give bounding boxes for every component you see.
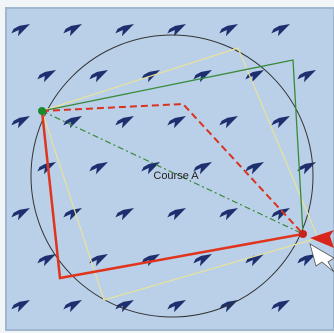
wind-arrow xyxy=(63,300,82,313)
course-label: Course A xyxy=(153,170,199,182)
red-dashed-course xyxy=(41,102,304,235)
wind-arrow xyxy=(245,254,264,267)
wind-arrow xyxy=(115,208,134,221)
wind-arrow xyxy=(63,116,82,129)
wind-arrow xyxy=(193,254,212,267)
wind-arrow xyxy=(271,208,290,221)
wind-arrow xyxy=(245,70,264,83)
wind-arrow xyxy=(115,24,134,37)
wind-arrow xyxy=(271,300,290,313)
wind-arrow xyxy=(37,254,56,267)
red-arrow xyxy=(310,230,334,248)
wind-arrow xyxy=(193,162,212,175)
wind-arrow xyxy=(89,254,108,267)
wind-arrow xyxy=(193,70,212,83)
wind-arrow xyxy=(63,24,82,37)
green-course xyxy=(41,59,304,235)
finish-mark xyxy=(299,230,307,238)
wind-arrow xyxy=(297,70,316,83)
wind-arrow xyxy=(63,208,82,221)
wind-arrow xyxy=(167,300,186,313)
wind-arrow xyxy=(11,300,30,313)
white-arrow xyxy=(309,243,334,273)
wind-arrow xyxy=(219,24,238,37)
wind-arrow xyxy=(115,300,134,313)
wind-arrow xyxy=(37,70,56,83)
wind-arrow xyxy=(219,208,238,221)
wind-arrow xyxy=(271,24,290,37)
wind-arrow xyxy=(11,24,30,37)
green-dashed-leg xyxy=(41,110,304,235)
wind-arrow xyxy=(297,162,316,175)
wind-arrow xyxy=(37,162,56,175)
wind-arrow xyxy=(167,116,186,129)
wind-arrow xyxy=(271,116,290,129)
wind-arrow xyxy=(167,208,186,221)
wind-arrow xyxy=(141,162,160,175)
wind-arrow xyxy=(11,116,30,129)
wind-arrow xyxy=(219,116,238,129)
wind-arrow xyxy=(167,24,186,37)
wind-arrow xyxy=(297,254,316,267)
wind-arrow xyxy=(89,70,108,83)
wind-arrow xyxy=(115,116,134,129)
wind-arrow xyxy=(141,254,160,267)
start-mark xyxy=(38,107,46,115)
wind-arrow xyxy=(11,208,30,221)
course-circle xyxy=(30,34,314,318)
wind-arrow xyxy=(89,162,108,175)
wind-arrow xyxy=(245,162,264,175)
red-course xyxy=(40,110,304,280)
